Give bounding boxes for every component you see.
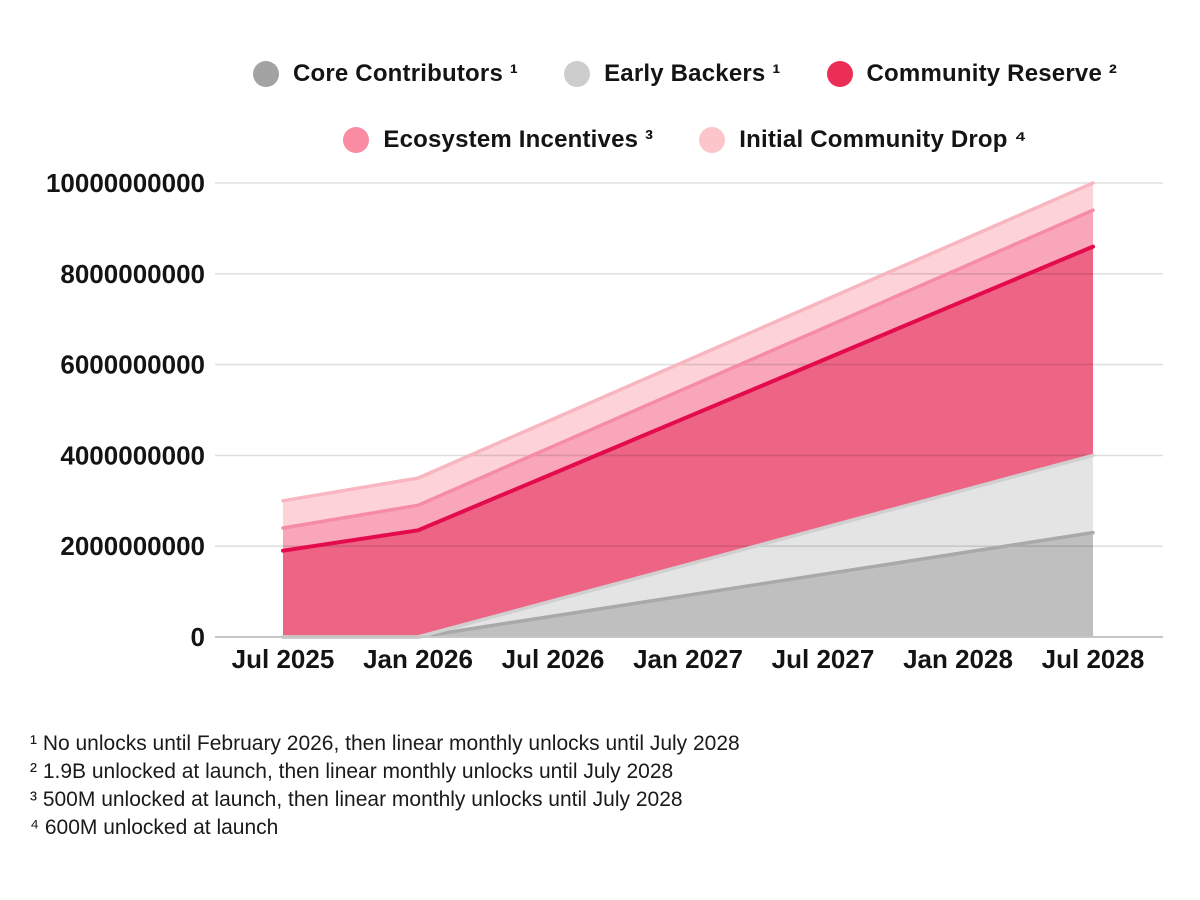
y-axis-label: 4000000000 bbox=[60, 440, 205, 470]
series-line-initial_community_drop bbox=[281, 181, 1095, 503]
y-axis-label: 2000000000 bbox=[60, 531, 205, 561]
legend-item-core_contributors[interactable]: Core Contributors ¹ bbox=[252, 60, 519, 88]
footnote-3: ³ 500M unlocked at launch, then linear m… bbox=[30, 788, 683, 811]
x-axis-label: Jul 2028 bbox=[1042, 644, 1145, 674]
legend-item-ecosystem_incentives[interactable]: Ecosystem Incentives ³ bbox=[343, 126, 653, 154]
legend-label-ecosystem_incentives: Ecosystem Incentives ³ bbox=[383, 126, 654, 153]
y-axis-label: 8000000000 bbox=[60, 259, 205, 289]
area-band-initial_community_drop bbox=[283, 183, 1093, 528]
y-axis-label: 6000000000 bbox=[60, 350, 205, 380]
chart-legend: Core Contributors ¹ Early Backers ¹ Commun… bbox=[170, 60, 1200, 192]
legend-label-core_contributors: Core Contributors ¹ bbox=[292, 60, 519, 87]
chart-footnotes: ¹ No unlocks until February 2026, then l… bbox=[30, 730, 740, 842]
x-axis-label: Jul 2027 bbox=[772, 644, 875, 674]
area-band-core_contributors bbox=[283, 532, 1093, 637]
legend-item-early_backers[interactable]: Early Backers ¹ bbox=[564, 60, 780, 88]
token-unlock-area-chart: 0 2000000000 4000000000 6000000000 800000000… bbox=[46, 168, 1163, 674]
series-line-community_reserve bbox=[281, 244, 1095, 553]
legend-label-early_backers: Early Backers ¹ bbox=[604, 60, 781, 87]
legend-label-initial_community_drop: Initial Community Drop ⁴ bbox=[739, 126, 1027, 153]
legend-swatch-early_backers bbox=[564, 61, 591, 87]
x-axis-label: Jan 2027 bbox=[633, 644, 743, 674]
x-axis-label: Jul 2026 bbox=[502, 644, 605, 674]
footnote-2: ² 1.9B unlocked at launch, then linear m… bbox=[30, 760, 674, 783]
legend-swatch-initial_community_drop bbox=[699, 127, 726, 153]
y-axis-label: 10000000000 bbox=[46, 168, 205, 198]
legend-swatch-core_contributors bbox=[252, 61, 279, 87]
x-axis-label: Jul 2025 bbox=[232, 644, 335, 674]
legend-row-1: Core Contributors ¹ Early Backers ¹ Commun… bbox=[170, 60, 1200, 88]
legend-swatch-ecosystem_incentives bbox=[343, 127, 370, 153]
legend-label-community_reserve: Community Reserve ² bbox=[866, 60, 1118, 87]
area-band-community_reserve bbox=[283, 246, 1093, 637]
legend-row-2: Ecosystem Incentives ³ Initial Community … bbox=[170, 126, 1200, 154]
legend-item-initial_community_drop[interactable]: Initial Community Drop ⁴ bbox=[699, 126, 1026, 154]
x-axis-label: Jan 2028 bbox=[903, 644, 1013, 674]
legend-swatch-community_reserve bbox=[826, 61, 853, 87]
footnote-4: ⁴ 600M unlocked at launch bbox=[30, 816, 279, 839]
area-band-early_backers bbox=[283, 455, 1093, 637]
y-axis-label: 0 bbox=[191, 622, 205, 652]
legend-item-community_reserve[interactable]: Community Reserve ² bbox=[826, 60, 1118, 88]
area-band-ecosystem_incentives bbox=[283, 210, 1093, 551]
x-axis-label: Jan 2026 bbox=[363, 644, 473, 674]
footnote-1: ¹ No unlocks until February 2026, then l… bbox=[30, 732, 740, 755]
series-line-ecosystem_incentives bbox=[281, 208, 1095, 530]
